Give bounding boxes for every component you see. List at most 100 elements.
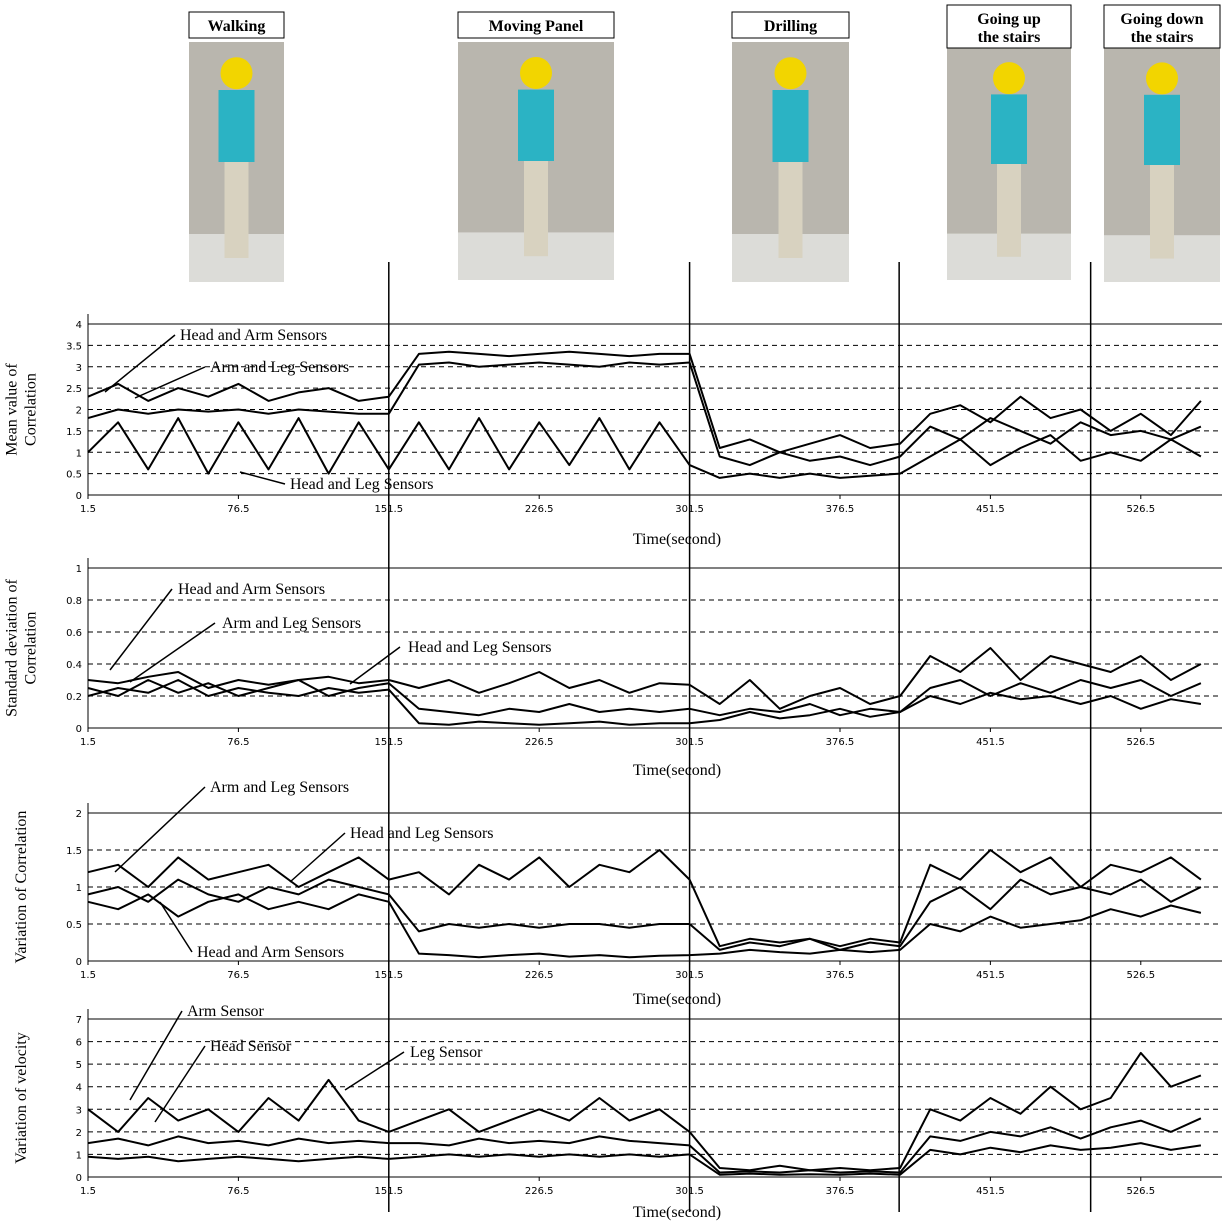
series-line — [87, 1051, 1202, 1172]
y-tick-label: 3 — [76, 1105, 82, 1116]
series-label: Leg Sensor — [410, 1044, 483, 1061]
y-tick-label: 5 — [76, 1060, 82, 1071]
x-tick-label: 76.5 — [227, 504, 249, 515]
caption: the stairs — [978, 29, 1041, 46]
y-tick-label: 1.5 — [66, 427, 82, 438]
x-tick-label: 451.5 — [976, 737, 1005, 748]
y-tick-label: 0.6 — [66, 628, 82, 639]
series-line — [87, 417, 1202, 479]
worker-helmet — [520, 56, 552, 89]
caption: Walking — [208, 18, 266, 35]
worker-helmet — [774, 57, 807, 90]
x-tick-label: 1.5 — [80, 970, 96, 981]
leader-line — [129, 622, 216, 683]
x-axis-title: Time(second) — [633, 762, 721, 779]
series-label: Arm Sensor — [187, 1003, 265, 1020]
leader-line — [239, 471, 286, 485]
x-tick-label: 226.5 — [525, 1186, 554, 1197]
x-tick-label: 526.5 — [1126, 1186, 1155, 1197]
series-label: Head and Arm Sensors — [180, 327, 327, 344]
x-tick-label: 226.5 — [525, 737, 554, 748]
worker-legs — [778, 157, 803, 258]
series-label: Arm and Leg Sensors — [210, 359, 349, 376]
x-tick-label: 1.5 — [80, 1186, 96, 1197]
series-line — [87, 679, 1202, 717]
x-axis-title: Time(second) — [633, 991, 721, 1008]
x-tick-label: 226.5 — [525, 504, 554, 515]
caption-box — [946, 4, 1072, 49]
y-tick-label: 0 — [76, 1173, 82, 1184]
y-tick-label: 2 — [76, 1128, 82, 1139]
series-label: Head and Leg Sensors — [408, 639, 552, 656]
leader-line — [159, 901, 193, 953]
worker-legs — [524, 156, 548, 257]
x-tick-label: 526.5 — [1126, 970, 1155, 981]
x-tick-label: 376.5 — [826, 504, 855, 515]
leader-line — [114, 786, 206, 873]
y-tick-label: 7 — [76, 1015, 82, 1026]
x-tick-label: 76.5 — [227, 737, 249, 748]
series-line — [87, 878, 1202, 951]
x-tick-label: 451.5 — [976, 504, 1005, 515]
worker-body — [991, 94, 1027, 164]
y-tick-label: 1.5 — [66, 846, 82, 857]
y-tick-label: 0.5 — [66, 920, 82, 931]
leader-line — [349, 646, 401, 685]
caption: Moving Panel — [489, 18, 584, 35]
series-line — [87, 647, 1202, 710]
series-label: Head and Arm Sensors — [197, 944, 344, 961]
worker-helmet — [993, 62, 1025, 95]
y-axis-title: Correlation — [23, 373, 40, 446]
y-axis-title: Variation of Correlation — [13, 811, 30, 964]
y-tick-label: 2.5 — [66, 384, 82, 395]
x-tick-label: 376.5 — [826, 1186, 855, 1197]
x-tick-label: 526.5 — [1126, 504, 1155, 515]
y-tick-label: 0.5 — [66, 470, 82, 481]
leader-line — [104, 334, 176, 393]
y-tick-label: 0 — [76, 491, 82, 502]
y-tick-label: 3 — [76, 363, 82, 374]
caption-box — [188, 11, 285, 39]
series-line — [87, 1117, 1202, 1174]
caption-box — [457, 11, 615, 39]
y-tick-label: 0.2 — [66, 692, 82, 703]
series-line — [87, 350, 1202, 454]
x-axis-title: Time(second) — [633, 1204, 721, 1221]
worker-legs — [1150, 160, 1174, 259]
leader-line — [109, 588, 173, 671]
worker-helmet — [1146, 62, 1178, 95]
x-tick-label: 1.5 — [80, 737, 96, 748]
series-line — [87, 679, 1202, 726]
y-tick-label: 2 — [76, 809, 82, 820]
caption: Going up — [977, 11, 1041, 28]
y-tick-label: 3.5 — [66, 341, 82, 352]
x-tick-label: 226.5 — [525, 970, 554, 981]
caption: Going down — [1120, 11, 1203, 28]
series-line — [87, 361, 1202, 467]
x-tick-label: 376.5 — [826, 737, 855, 748]
series-label: Head and Leg Sensors — [290, 476, 434, 493]
x-tick-label: 76.5 — [227, 970, 249, 981]
series-line — [87, 849, 1202, 948]
x-tick-label: 526.5 — [1126, 737, 1155, 748]
leader-line — [154, 1045, 206, 1123]
caption: the stairs — [1131, 29, 1194, 46]
leader-line — [134, 366, 206, 399]
x-axis-title: Time(second) — [633, 531, 721, 548]
y-tick-label: 0.8 — [66, 596, 82, 607]
x-tick-label: 376.5 — [826, 970, 855, 981]
leader-line — [129, 1010, 183, 1101]
x-tick-label: 451.5 — [976, 1186, 1005, 1197]
caption-box — [731, 11, 850, 39]
y-axis-title: Standard deviation of — [4, 578, 21, 716]
worker-legs — [997, 159, 1021, 257]
y-tick-label: 1 — [76, 564, 82, 575]
leader-line — [344, 1051, 405, 1091]
y-tick-label: 0.4 — [66, 660, 82, 671]
y-tick-label: 1 — [76, 448, 82, 459]
y-tick-label: 4 — [76, 320, 82, 331]
y-tick-label: 0 — [76, 724, 82, 735]
series-label: Arm and Leg Sensors — [222, 615, 361, 632]
y-axis-title: Mean value of — [4, 363, 21, 456]
